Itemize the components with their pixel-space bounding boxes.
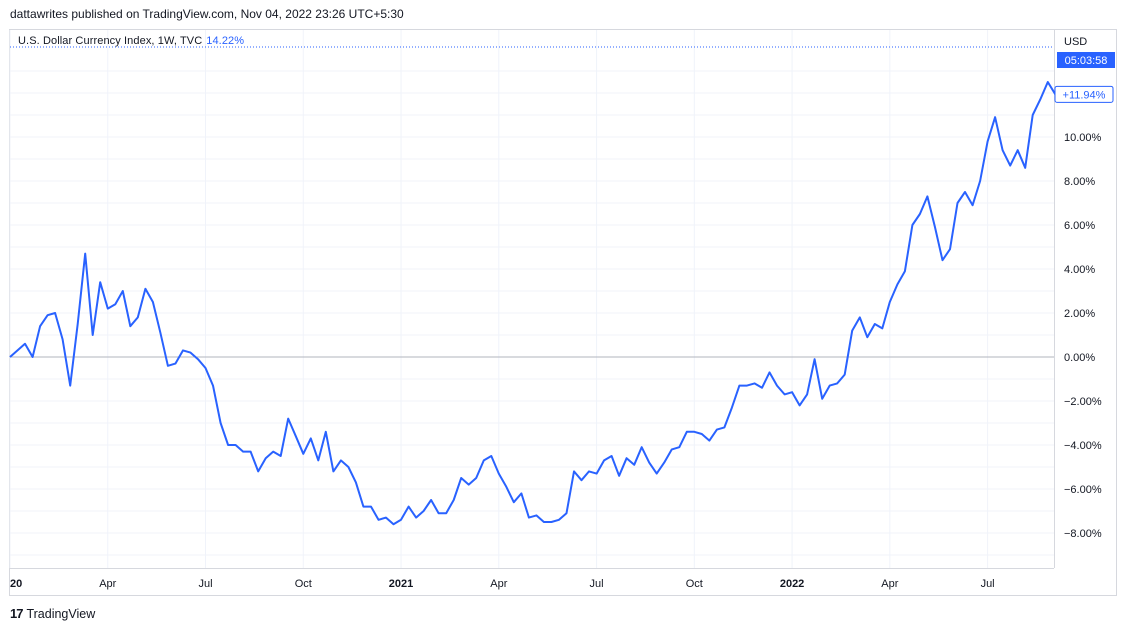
x-tick-label: Oct <box>686 578 703 590</box>
y-tick-label: 2.00% <box>1064 308 1095 320</box>
x-tick-label: Jul <box>590 578 604 590</box>
y-tick-label: −2.00% <box>1064 396 1102 408</box>
x-tick-label: Apr <box>490 578 507 590</box>
countdown-badge: 05:03:58 <box>1065 55 1108 67</box>
x-tick-label: 20 <box>10 578 22 590</box>
y-tick-label: −8.00% <box>1064 528 1102 540</box>
y-axis-ticks[interactable]: 10.00% 8.00% 6.00% 4.00% 2.00% 0.00% −2.00% −4.… <box>1064 132 1102 540</box>
current-value-badge-bg <box>1054 85 1114 103</box>
series-points <box>10 82 1056 524</box>
countdown-badge-bg <box>1057 52 1115 68</box>
x-tick-label: Jul <box>981 578 995 590</box>
x-tick-label: Oct <box>295 578 312 590</box>
y-tick-label: 10.00% <box>1064 132 1102 144</box>
legend-symbol: U.S. Dollar Currency Index, 1W, TVC <box>18 35 203 47</box>
currency-label: USD <box>1064 36 1087 48</box>
x-axis-ticks[interactable]: 20 Apr Jul Oct 2021 Apr Jul Oct 2022 Apr Jul <box>10 578 995 590</box>
legend-change: 14.22% <box>206 35 245 47</box>
tradingview-brand: TradingView <box>26 606 96 621</box>
y-tick-label: 0.00% <box>1064 352 1095 364</box>
tradingview-logo-icon: 17 <box>10 606 24 621</box>
x-tick-label: 2021 <box>389 578 413 590</box>
y-tick-label: 4.00% <box>1064 264 1095 276</box>
grid-lines <box>9 30 1054 568</box>
tradingview-footer[interactable]: 17 TradingView <box>10 606 95 621</box>
series-line <box>9 81 1057 526</box>
published-caption: dattawrites published on TradingView.com… <box>10 7 404 21</box>
y-tick-label: 6.00% <box>1064 220 1095 232</box>
y-tick-label: −4.00% <box>1064 440 1102 452</box>
x-tick-label: 2022 <box>780 578 804 590</box>
series-legend[interactable]: U.S. Dollar Currency Index, 1W, TVC 14.22… <box>18 35 244 47</box>
x-tick-label: Jul <box>198 578 212 590</box>
y-tick-label: −6.00% <box>1064 484 1102 496</box>
x-tick-label: Apr <box>881 578 898 590</box>
y-tick-label: 8.00% <box>1064 176 1095 188</box>
x-tick-label: Apr <box>99 578 116 590</box>
current-value-badge: +11.94% <box>1063 89 1106 101</box>
